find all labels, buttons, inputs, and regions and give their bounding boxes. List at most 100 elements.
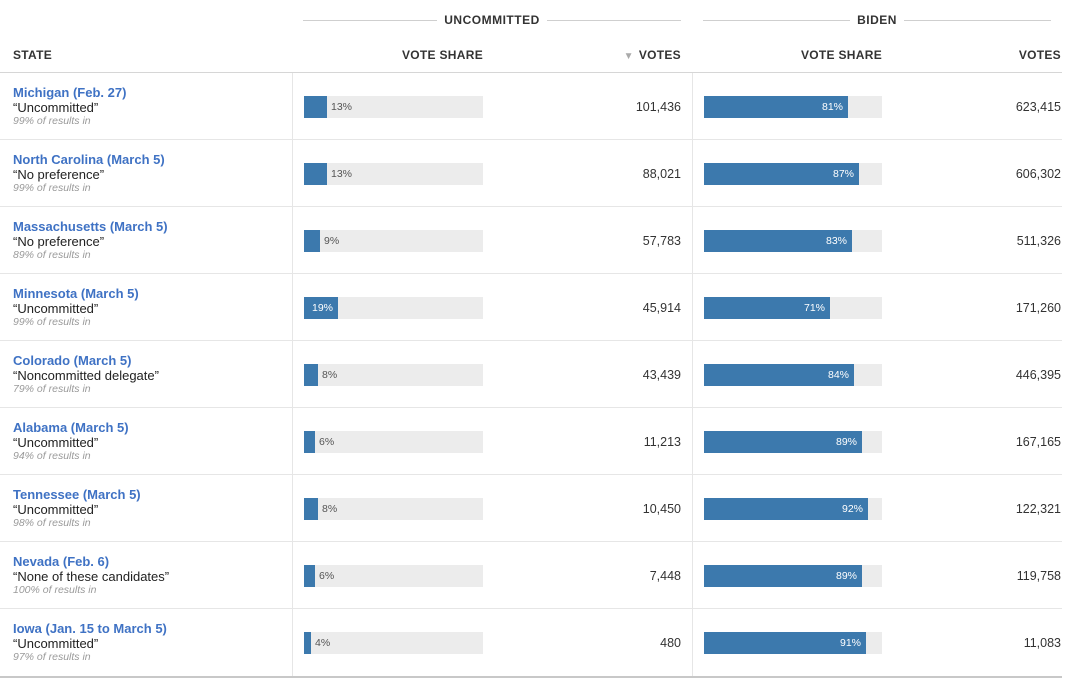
uncommitted-votes: 45,914: [642, 301, 681, 315]
uncommitted-share-bar: 4%: [304, 632, 483, 654]
biden-share-bar: 84%: [704, 364, 882, 386]
group-header-rule: [903, 19, 1051, 21]
biden-share-bar-fill: [704, 297, 830, 319]
column-header-uncommitted-votes[interactable]: ▼ VOTES: [560, 48, 681, 62]
biden-share-bar: 89%: [704, 431, 882, 453]
biden-share-label: 92%: [841, 503, 863, 515]
biden-share-bar-fill: [704, 364, 854, 386]
uncommitted-share-bar-fill: [304, 297, 338, 319]
biden-share-label: 87%: [832, 168, 854, 180]
state-name-link[interactable]: Minnesota (March 5): [13, 286, 139, 301]
ballot-option: “Noncommitted delegate”: [13, 368, 159, 383]
biden-share-bar: 89%: [704, 565, 882, 587]
ballot-option: “Uncommitted”: [13, 301, 99, 316]
biden-share-bar: 71%: [704, 297, 882, 319]
table-body: Michigan (Feb. 27) “Uncommitted” 99% of …: [0, 73, 1062, 676]
ballot-option: “No preference”: [13, 167, 105, 182]
results-in-note: 99% of results in: [13, 182, 91, 194]
column-divider: [292, 73, 293, 676]
uncommitted-share-bar-fill: [304, 498, 318, 520]
biden-votes: 122,321: [1015, 502, 1061, 516]
results-in-note: 94% of results in: [13, 450, 91, 462]
group-header-rule: [303, 19, 438, 21]
state-cell: Massachusetts (March 5) “No preference” …: [13, 219, 168, 262]
biden-share-label: 81%: [821, 101, 843, 113]
group-header-biden: BIDEN: [703, 12, 1051, 28]
column-divider: [692, 73, 693, 676]
biden-share-bar-fill: [704, 230, 852, 252]
column-header-biden-vote-share[interactable]: VOTE SHARE: [800, 48, 882, 62]
ballot-option: “Uncommitted”: [13, 502, 99, 517]
table-row: Alabama (March 5) “Uncommitted” 94% of r…: [0, 408, 1062, 475]
state-name-link[interactable]: Michigan (Feb. 27): [13, 85, 127, 100]
state-name-link[interactable]: Massachusetts (March 5): [13, 219, 168, 234]
uncommitted-share-bar: 9%: [304, 230, 483, 252]
uncommitted-share-bar-fill: [304, 565, 315, 587]
uncommitted-votes: 57,783: [642, 234, 681, 248]
biden-share-bar-fill: [704, 632, 866, 654]
table-bottom-rule: [0, 676, 1062, 678]
state-cell: Colorado (March 5) “Noncommitted delegat…: [13, 353, 159, 396]
column-header-label: VOTES: [638, 48, 681, 62]
state-name-link[interactable]: North Carolina (March 5): [13, 152, 165, 167]
table-row: Minnesota (March 5) “Uncommitted” 99% of…: [0, 274, 1062, 341]
biden-share-bar-fill: [704, 96, 848, 118]
table-row: Michigan (Feb. 27) “Uncommitted” 99% of …: [0, 73, 1062, 140]
biden-votes: 11,083: [1023, 636, 1061, 650]
biden-share-bar-fill: [704, 498, 868, 520]
uncommitted-share-label: 13%: [331, 101, 353, 113]
uncommitted-share-label: 13%: [331, 168, 353, 180]
column-header-uncommitted-vote-share[interactable]: VOTE SHARE: [401, 48, 483, 62]
biden-share-bar: 83%: [704, 230, 882, 252]
biden-share-label: 71%: [803, 302, 825, 314]
state-name-link[interactable]: Iowa (Jan. 15 to March 5): [13, 621, 167, 636]
state-name-link[interactable]: Nevada (Feb. 6): [13, 554, 110, 569]
uncommitted-share-bar-fill: [304, 431, 315, 453]
uncommitted-share-label: 19%: [311, 302, 333, 314]
biden-votes: 511,326: [1016, 234, 1061, 248]
uncommitted-votes: 480: [660, 636, 681, 650]
ballot-option: “No preference”: [13, 234, 105, 249]
biden-share-label: 83%: [825, 235, 847, 247]
biden-votes: 446,395: [1015, 368, 1061, 382]
state-cell: Iowa (Jan. 15 to March 5) “Uncommitted” …: [13, 621, 167, 664]
uncommitted-share-bar-fill: [304, 364, 318, 386]
state-name-link[interactable]: Tennessee (March 5): [13, 487, 141, 502]
uncommitted-share-bar-fill: [304, 230, 320, 252]
uncommitted-votes: 43,439: [642, 368, 681, 382]
table-row: Colorado (March 5) “Noncommitted delegat…: [0, 341, 1062, 408]
group-header-label: BIDEN: [857, 13, 897, 27]
biden-votes: 167,165: [1015, 435, 1061, 449]
group-header-rule: [703, 19, 851, 21]
uncommitted-share-bar-fill: [304, 632, 311, 654]
uncommitted-share-bar-fill: [304, 96, 327, 118]
results-in-note: 98% of results in: [13, 517, 91, 529]
ballot-option: “Uncommitted”: [13, 636, 99, 651]
state-name-link[interactable]: Colorado (March 5): [13, 353, 132, 368]
biden-share-bar-fill: [704, 565, 862, 587]
ballot-option: “Uncommitted”: [13, 100, 99, 115]
results-in-note: 99% of results in: [13, 115, 91, 127]
uncommitted-share-label: 9%: [324, 235, 340, 247]
state-cell: Michigan (Feb. 27) “Uncommitted” 99% of …: [13, 85, 126, 128]
group-header-uncommitted: UNCOMMITTED: [303, 12, 681, 28]
column-header-biden-votes[interactable]: VOTES: [1018, 48, 1061, 62]
biden-share-bar: 87%: [704, 163, 882, 185]
state-cell: Alabama (March 5) “Uncommitted” 94% of r…: [13, 420, 129, 463]
results-in-note: 97% of results in: [13, 651, 91, 663]
uncommitted-votes: 10,450: [642, 502, 681, 516]
biden-share-label: 84%: [827, 369, 849, 381]
biden-share-label: 89%: [835, 436, 857, 448]
results-in-note: 99% of results in: [13, 316, 91, 328]
column-header-state[interactable]: STATE: [13, 48, 53, 62]
state-name-link[interactable]: Alabama (March 5): [13, 420, 129, 435]
results-in-note: 79% of results in: [13, 383, 91, 395]
biden-share-bar-fill: [704, 163, 859, 185]
group-header-label: UNCOMMITTED: [444, 13, 540, 27]
biden-share-bar: 91%: [704, 632, 882, 654]
uncommitted-share-label: 6%: [319, 436, 335, 448]
biden-share-bar: 81%: [704, 96, 882, 118]
state-cell: Nevada (Feb. 6) “None of these candidate…: [13, 554, 169, 597]
uncommitted-share-label: 8%: [322, 503, 338, 515]
